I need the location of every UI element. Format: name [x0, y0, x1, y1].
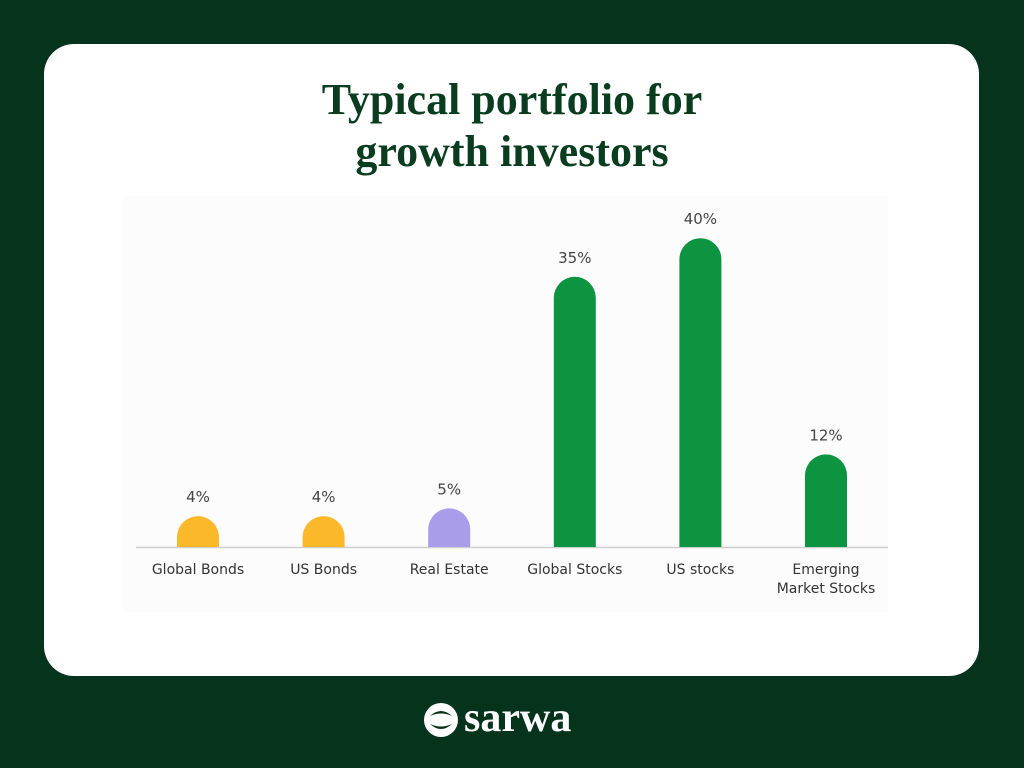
bar [679, 238, 722, 548]
bar [805, 454, 847, 547]
bar [177, 516, 219, 547]
x-tick-label: Emerging Market Stocks [776, 562, 876, 597]
brand-icon [424, 703, 458, 737]
bar [428, 508, 471, 547]
value-label: 12% [809, 426, 842, 444]
x-tick-label: US Bonds [290, 562, 357, 578]
value-label: 4% [312, 488, 336, 506]
value-label: 35% [558, 249, 591, 267]
value-label: 4% [186, 488, 210, 506]
plot-area [122, 196, 888, 612]
bar [302, 516, 345, 547]
value-label: 40% [684, 210, 717, 228]
chart-title: Typical portfolio for growth investors [321, 75, 703, 176]
x-tick-label: Global Bonds [151, 562, 245, 578]
x-tick-label: US stocks [666, 562, 735, 578]
x-tick-label: Global Stocks [527, 562, 623, 578]
bar [553, 276, 596, 547]
brand: sarwa [464, 695, 572, 741]
x-tick-label: Real Estate [409, 562, 489, 578]
value-label: 5% [437, 480, 461, 498]
